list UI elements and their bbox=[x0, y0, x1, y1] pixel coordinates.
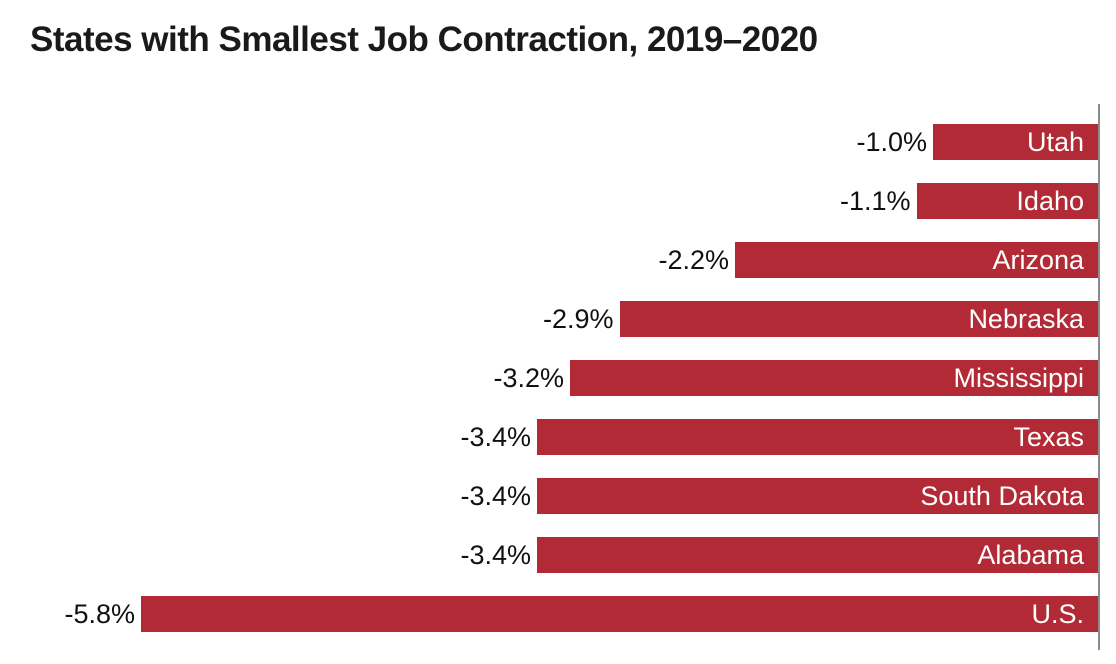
category-label: Utah bbox=[1026, 127, 1084, 157]
value-label: -1.1% bbox=[839, 186, 911, 216]
bar-arizona: Arizona bbox=[735, 242, 1098, 278]
value-label: -1.0% bbox=[856, 127, 927, 157]
bar-nebraska: Nebraska bbox=[619, 301, 1098, 337]
bar-texas: Texas bbox=[537, 419, 1098, 455]
value-label: -5.8% bbox=[64, 599, 135, 629]
value-label: -3.4% bbox=[460, 540, 531, 570]
bar-alabama: Alabama bbox=[537, 537, 1098, 573]
category-label: U.S. bbox=[1031, 599, 1084, 629]
bar-u-s: U.S. bbox=[141, 596, 1098, 632]
zero-axis-line bbox=[1098, 104, 1100, 650]
category-label: South Dakota bbox=[920, 481, 1084, 511]
value-label: -3.2% bbox=[493, 363, 564, 393]
bar-south-dakota: South Dakota bbox=[537, 478, 1098, 514]
bar-utah: Utah bbox=[933, 124, 1098, 160]
category-label: Idaho bbox=[1016, 186, 1084, 216]
category-label: Nebraska bbox=[968, 304, 1084, 334]
category-label: Texas bbox=[1013, 422, 1084, 452]
category-label: Mississippi bbox=[953, 363, 1084, 393]
value-label: -2.9% bbox=[542, 304, 614, 334]
chart-title: States with Smallest Job Contraction, 20… bbox=[30, 20, 818, 59]
value-label: -2.2% bbox=[658, 245, 729, 275]
value-label: -3.4% bbox=[460, 481, 531, 511]
bar-idaho: Idaho bbox=[916, 183, 1098, 219]
category-label: Arizona bbox=[992, 245, 1084, 275]
value-label: -3.4% bbox=[460, 422, 531, 452]
bar-mississippi: Mississippi bbox=[570, 360, 1098, 396]
category-label: Alabama bbox=[977, 540, 1084, 570]
